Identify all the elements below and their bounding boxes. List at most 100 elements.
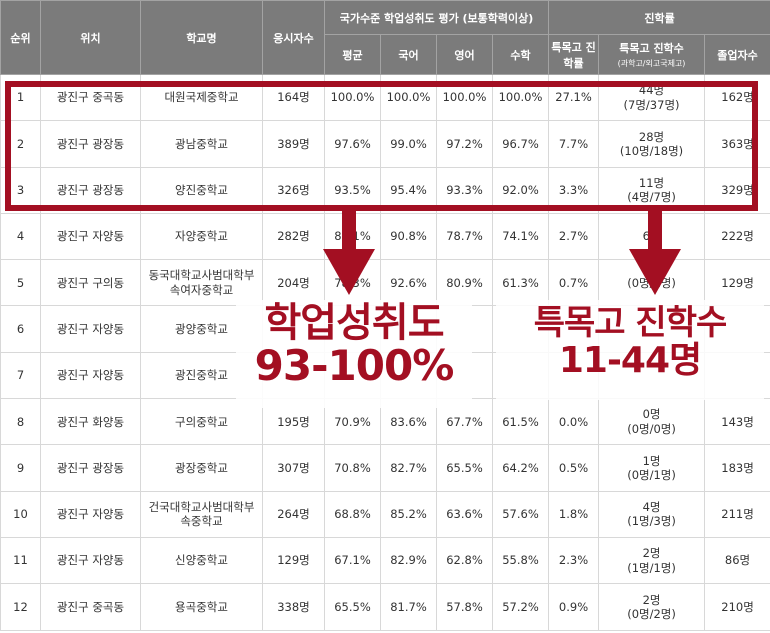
- avg-cell: 68.8%: [324, 490, 381, 538]
- location-cell: 광진구 화양동: [40, 398, 141, 446]
- special-count-detail: (0명/2명): [627, 606, 676, 621]
- top3-highlight-box: [5, 81, 758, 211]
- special-rate-cell: 0.0%: [548, 398, 600, 446]
- graduates-cell: 183명: [704, 444, 770, 492]
- rank-cell: 7: [0, 351, 41, 400]
- location-cell: 광진구 광장동: [40, 444, 141, 492]
- header-location: 위치: [40, 0, 141, 75]
- location-cell: 광진구 자양동: [40, 490, 141, 538]
- header-assessment-group: 국가수준 학업성취도 평가 (보통학력이상): [323, 0, 550, 35]
- special-count-cell: 28명 (10명/18명): [598, 120, 706, 168]
- location-cell: 광진구 자양동: [40, 536, 141, 585]
- rank-cell: 12: [0, 583, 41, 631]
- english-cell: 63.6%: [436, 490, 493, 538]
- rank-cell: 6: [0, 305, 41, 353]
- graduates-cell: 363명: [704, 120, 770, 168]
- special-school-callout: 특목고 진학수 11-44명: [496, 300, 764, 400]
- special-count-detail: (4명/7명): [627, 190, 676, 205]
- special-count-value: 1명: [642, 453, 661, 468]
- korean-cell: 82.7%: [380, 444, 437, 492]
- header-special-count-sub: (과학고/외고국제고): [617, 59, 686, 68]
- graduates-cell: 222명: [704, 212, 770, 261]
- special-count-value: 28명: [638, 129, 665, 144]
- header-math: 수학: [491, 34, 550, 75]
- applicants-cell: 264명: [262, 490, 325, 538]
- school-name-cell: 신양중학교: [140, 536, 263, 585]
- math-cell: 57.2%: [491, 583, 550, 631]
- rank-cell: 8: [0, 398, 41, 446]
- location-cell: 광진구 자양동: [40, 212, 141, 261]
- graduates-cell: 211명: [704, 490, 770, 538]
- table-row: 2 광진구 광장동 광남중학교 389명 97.6% 99.0% 97.2% 96.7% 7.7…: [0, 120, 770, 168]
- special-count-cell: 4명 (1명/3명): [598, 490, 706, 538]
- special-rate-cell: 2.3%: [548, 536, 600, 585]
- applicants-cell: 129명: [262, 536, 325, 585]
- achievement-callout-value: 93-100%: [254, 341, 455, 390]
- applicants-cell: 282명: [262, 212, 325, 261]
- special-rate-cell: 0.5%: [548, 444, 600, 492]
- special-rate-cell: 0.9%: [548, 583, 600, 631]
- math-cell: 61.5%: [491, 398, 550, 446]
- special-school-callout-title: 특목고 진학수: [533, 303, 728, 343]
- header-applicants: 응시자수: [262, 0, 325, 75]
- special-count-cell: 1명 (0명/1명): [598, 444, 706, 492]
- avg-cell: 67.1%: [324, 536, 381, 585]
- location-cell: 광진구 자양동: [40, 305, 141, 353]
- school-name-cell: 자양중학교: [140, 212, 263, 261]
- school-name-cell: 광장중학교: [140, 444, 263, 492]
- rank-cell: 10: [0, 490, 41, 538]
- special-count-detail: (1명/3명): [627, 514, 676, 529]
- rank-cell: 5: [0, 259, 41, 307]
- korean-cell: 82.9%: [380, 536, 437, 585]
- graduates-cell: 210명: [704, 583, 770, 631]
- rank-cell: 9: [0, 444, 41, 492]
- korean-cell: 90.8%: [380, 212, 437, 261]
- table-row: 12 광진구 중곡동 용곡중학교 338명 65.5% 81.7% 57.8% 57.2% 0.…: [0, 583, 770, 631]
- location-cell: 광진구 중곡동: [40, 583, 141, 631]
- special-count-cell: 2명 (1명/1명): [598, 536, 706, 585]
- math-cell: 55.8%: [491, 536, 550, 585]
- math-cell: 57.6%: [491, 490, 550, 538]
- math-cell: 96.7%: [491, 120, 550, 168]
- avg-cell: 97.6%: [324, 120, 381, 168]
- english-cell: 62.8%: [436, 536, 493, 585]
- rank-cell: 11: [0, 536, 41, 585]
- rank-cell: 4: [0, 212, 41, 261]
- math-cell: 61.3%: [491, 259, 550, 307]
- table-row: 10 광진구 자양동 건국대학교사범대학부속중학교 264명 68.8% 85.2% 63.…: [0, 490, 770, 538]
- location-cell: 광진구 중곡동: [40, 73, 141, 122]
- special-school-callout-value: 11-44명: [558, 339, 702, 381]
- header-graduates: 졸업자수: [704, 34, 770, 75]
- table-row: 8 광진구 화양동 구의중학교 195명 70.9% 83.6% 67.7% 61.5% 0.0…: [0, 398, 770, 446]
- header-english: 영어: [436, 34, 493, 75]
- special-count-detail: (1명/1명): [627, 560, 676, 575]
- header-advancement-group: 진학률: [548, 0, 770, 35]
- special-count-value: 0명: [642, 407, 661, 422]
- special-count-detail: (0명/1명): [627, 468, 676, 483]
- special-count-cell: 0명 (0명/0명): [598, 398, 706, 446]
- header-avg: 평균: [324, 34, 381, 75]
- english-cell: 78.7%: [436, 212, 493, 261]
- english-cell: 57.8%: [436, 583, 493, 631]
- special-count-cell: 2명 (0명/2명): [598, 583, 706, 631]
- korean-cell: 81.7%: [380, 583, 437, 631]
- header-korean: 국어: [380, 34, 437, 75]
- special-count-detail: (7명/37명): [623, 97, 680, 112]
- applicants-cell: 307명: [262, 444, 325, 492]
- special-count-value: 11명: [638, 175, 665, 190]
- english-cell: 65.5%: [436, 444, 493, 492]
- special-count-detail: (10명/18명): [619, 143, 684, 158]
- location-cell: 광진구 구의동: [40, 259, 141, 307]
- header-special-rate: 특목고 진학률: [548, 34, 600, 75]
- english-cell: 80.9%: [436, 259, 493, 307]
- school-name-cell: 동국대학교사범대학부속여자중학교: [140, 259, 263, 307]
- header-special-count: 특목고 진학수 (과학고/외고국제고): [598, 34, 706, 75]
- special-count-detail: (0명/0명): [627, 421, 676, 436]
- korean-cell: 85.2%: [380, 490, 437, 538]
- school-name-cell: 건국대학교사범대학부속중학교: [140, 490, 263, 538]
- special-rate-cell: 0.7%: [548, 259, 600, 307]
- graduates-cell: 129명: [704, 259, 770, 307]
- math-cell: 74.1%: [491, 212, 550, 261]
- special-rate-cell: 1.8%: [548, 490, 600, 538]
- graduates-cell: 143명: [704, 398, 770, 446]
